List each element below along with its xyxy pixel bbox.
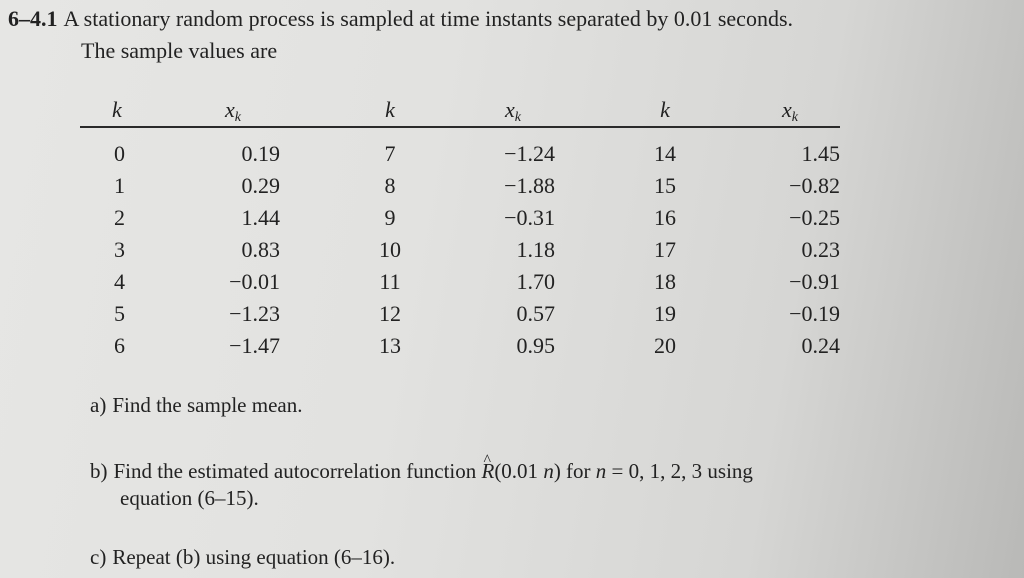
problem-intro-line1: A stationary random process is sampled a… [63, 6, 794, 31]
cell-k: 0 [114, 141, 125, 166]
cell-xk: 1.44 [241, 205, 281, 230]
cell-xk: −0.91 [789, 269, 840, 294]
cell-xk: −0.31 [504, 205, 555, 230]
header-k-1: k [112, 97, 122, 122]
cell-xk: 0.57 [516, 301, 556, 326]
cell-k: 17 [654, 237, 676, 262]
question-a: a) Find the sample mean. [90, 392, 302, 419]
cell-k: 15 [654, 173, 676, 198]
sample-values-table: k xk k xk k xk [80, 92, 840, 128]
cell-xk: −1.23 [229, 301, 280, 326]
header-xk-3: xk [782, 97, 798, 125]
cell-xk: −1.24 [504, 141, 555, 166]
cell-xk: 0.24 [801, 333, 841, 358]
question-a-text: Find the sample mean. [112, 393, 303, 417]
cell-xk: −1.47 [229, 333, 280, 358]
cell-k: 20 [654, 333, 676, 358]
cell-k: 13 [379, 333, 401, 358]
cell-xk: 0.19 [241, 141, 281, 166]
cell-xk: 0.23 [801, 237, 841, 262]
sample-values-body: 0 0.19 7 −1.24 14 1.45 1 0.29 8 −1.88 15… [80, 138, 840, 362]
cell-k: 19 [654, 301, 676, 326]
question-b-arg-close: ) for [553, 459, 596, 483]
problem-number: 6–4.1 [8, 6, 58, 31]
cell-k: 1 [114, 173, 125, 198]
cell-k: 3 [114, 237, 125, 262]
cell-xk: 1.18 [516, 237, 556, 262]
question-b-line2: equation (6–15). [120, 486, 259, 510]
cell-xk: 0.95 [516, 333, 556, 358]
cell-xk: −0.82 [789, 173, 840, 198]
cell-xk: 0.83 [241, 237, 281, 262]
table-row: 4 −0.01 11 1.70 18 −0.91 [80, 266, 840, 298]
question-b-cond-rest: = 0, 1, 2, 3 using [606, 459, 753, 483]
question-b-cond-var: n [595, 459, 607, 483]
table-header-row: k xk k xk k xk [80, 92, 840, 128]
problem-statement: 6–4.1 A stationary random process is samp… [8, 4, 793, 34]
header-k-2: k [385, 97, 395, 122]
table-row: 5 −1.23 12 0.57 19 −0.19 [80, 298, 840, 330]
cell-k: 10 [379, 237, 401, 262]
cell-k: 4 [114, 269, 125, 294]
question-c-label: c) [90, 545, 107, 569]
problem-intro-line2: The sample values are [81, 38, 278, 63]
cell-xk: 0.29 [241, 173, 281, 198]
question-b-arg-var: n [543, 459, 554, 483]
cell-xk: 1.45 [801, 141, 841, 166]
table-row: 3 0.83 10 1.18 17 0.23 [80, 234, 840, 266]
table-row: 6 −1.47 13 0.95 20 0.24 [80, 330, 840, 362]
table-header-rule [80, 126, 840, 128]
table-row: 2 1.44 9 −0.31 16 −0.25 [80, 202, 840, 234]
question-c: c) Repeat (b) using equation (6–16). [90, 544, 395, 571]
cell-k: 8 [384, 173, 396, 198]
r-hat-symbol: R [481, 459, 494, 483]
cell-xk: −0.19 [789, 301, 840, 326]
cell-k: 7 [384, 141, 396, 166]
cell-k: 18 [654, 269, 676, 294]
question-a-label: a) [90, 393, 107, 417]
cell-xk: 1.70 [516, 269, 556, 294]
table-row: 1 0.29 8 −1.88 15 −0.82 [80, 170, 840, 202]
cell-k: 6 [114, 333, 125, 358]
header-xk-2: xk [505, 97, 521, 125]
table-row: 0 0.19 7 −1.24 14 1.45 [80, 138, 840, 170]
header-k-3: k [660, 97, 670, 122]
question-b-arg: (0.01 [494, 459, 544, 483]
question-b: b) Find the estimated autocorrelation fun… [90, 458, 940, 512]
cell-k: 5 [114, 301, 125, 326]
cell-xk: −0.01 [229, 269, 280, 294]
question-b-label: b) [90, 459, 108, 483]
question-c-text: Repeat (b) using equation (6–16). [112, 545, 396, 569]
cell-k: 14 [654, 141, 676, 166]
cell-k: 16 [654, 205, 676, 230]
cell-xk: −0.25 [789, 205, 840, 230]
cell-xk: −1.88 [504, 173, 555, 198]
cell-k: 9 [384, 205, 396, 230]
cell-k: 11 [379, 269, 401, 294]
cell-k: 12 [379, 301, 401, 326]
cell-k: 2 [114, 205, 125, 230]
question-b-text: Find the estimated autocorrelation funct… [113, 459, 477, 483]
header-xk-1: xk [225, 97, 241, 125]
